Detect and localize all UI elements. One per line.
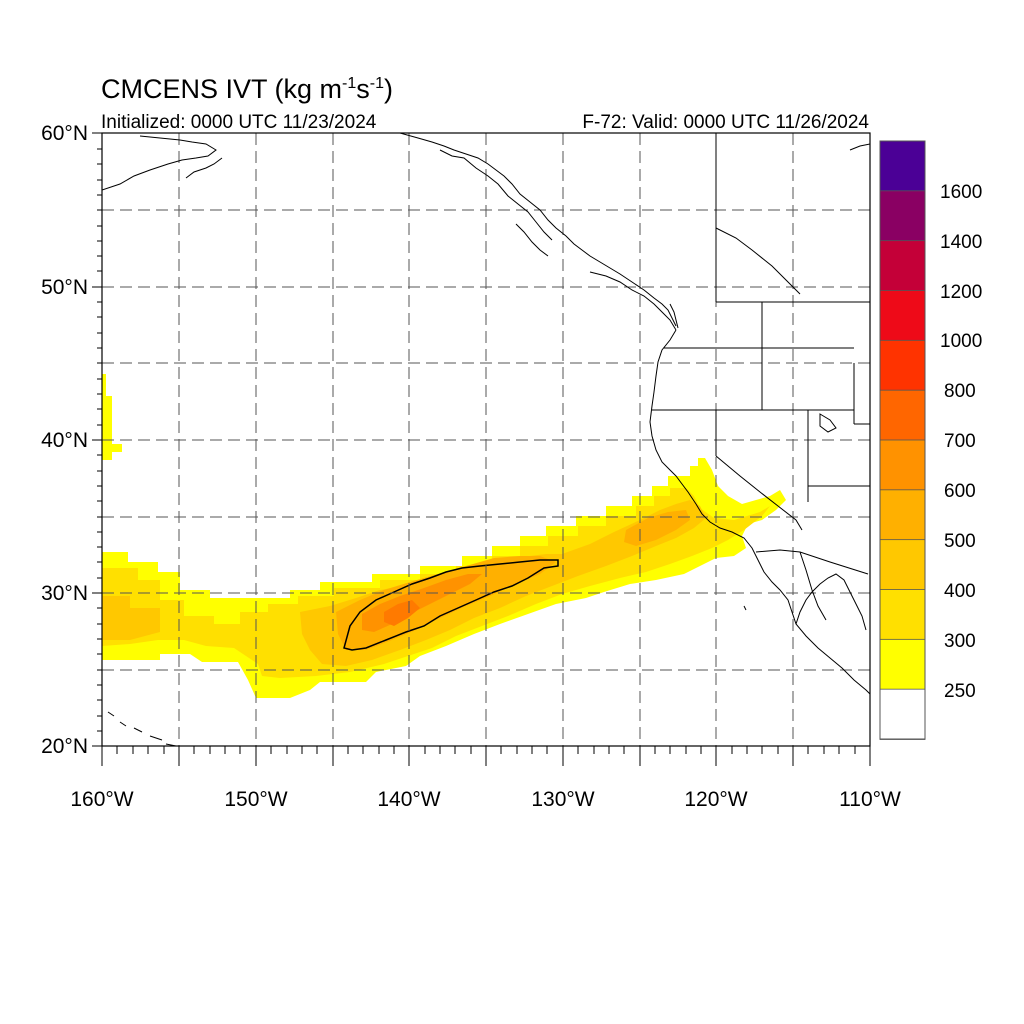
colorbar-swatch bbox=[879, 539, 926, 591]
colorbar-swatch bbox=[879, 240, 926, 292]
political-boundaries bbox=[652, 133, 870, 621]
colorbar-label-600: 600 bbox=[944, 481, 976, 502]
colorbar-swatch bbox=[879, 290, 926, 342]
lat-label-30n: 30°N bbox=[41, 582, 88, 605]
colorbar-label-300: 300 bbox=[944, 631, 976, 652]
lon-label-150w: 150°W bbox=[224, 788, 287, 811]
colorbar bbox=[879, 140, 926, 740]
colorbar-label-800: 800 bbox=[944, 381, 976, 402]
ivt-500-contour bbox=[343, 559, 559, 651]
lat-label-60n: 60°N bbox=[41, 122, 88, 145]
colorbar-label-700: 700 bbox=[944, 431, 976, 452]
ivt-700-shade bbox=[384, 600, 420, 626]
valid-time-label: F-72: Valid: 0000 UTC 11/26/2024 bbox=[582, 112, 869, 133]
colorbar-swatch bbox=[879, 688, 926, 740]
ivt-250-shade-west bbox=[102, 374, 122, 460]
lat-label-40n: 40°N bbox=[41, 429, 88, 452]
colorbar-swatch bbox=[879, 140, 926, 192]
init-time-label: Initialized: 0000 UTC 11/23/2024 bbox=[101, 112, 377, 133]
lon-label-130w: 130°W bbox=[531, 788, 594, 811]
map-gridlines bbox=[102, 133, 870, 746]
colorbar-swatch bbox=[879, 339, 926, 392]
lon-label-160w: 160°W bbox=[70, 788, 133, 811]
lat-label-20n: 20°N bbox=[41, 735, 88, 758]
lat-label-50n: 50°N bbox=[41, 276, 88, 299]
lon-ticks bbox=[101, 746, 871, 766]
map-title: CMCENS IVT (kg m-1s-1) bbox=[101, 74, 393, 104]
ivt-field bbox=[102, 133, 870, 746]
coastlines bbox=[102, 133, 870, 746]
lon-label-140w: 140°W bbox=[377, 788, 440, 811]
colorbar-swatch bbox=[879, 190, 926, 242]
colorbar-swatch bbox=[879, 489, 926, 541]
colorbar-frame bbox=[879, 140, 926, 740]
colorbar-swatch bbox=[879, 589, 926, 641]
colorbar-label-500: 500 bbox=[944, 531, 976, 552]
colorbar-label-1600: 1600 bbox=[940, 182, 982, 203]
colorbar-label-1400: 1400 bbox=[940, 232, 982, 253]
colorbar-label-250: 250 bbox=[944, 681, 976, 702]
colorbar-label-1000: 1000 bbox=[940, 331, 982, 352]
colorbar-swatch bbox=[879, 389, 926, 441]
colorbar-swatch bbox=[879, 638, 926, 691]
lat-ticks bbox=[92, 132, 102, 747]
lon-label-110w: 110°W bbox=[839, 788, 901, 811]
lon-label-120w: 120°W bbox=[684, 788, 747, 811]
colorbar-swatch bbox=[879, 439, 926, 491]
colorbar-label-1200: 1200 bbox=[940, 282, 982, 303]
colorbar-label-400: 400 bbox=[944, 581, 976, 602]
ivt-500-shade bbox=[336, 510, 690, 650]
